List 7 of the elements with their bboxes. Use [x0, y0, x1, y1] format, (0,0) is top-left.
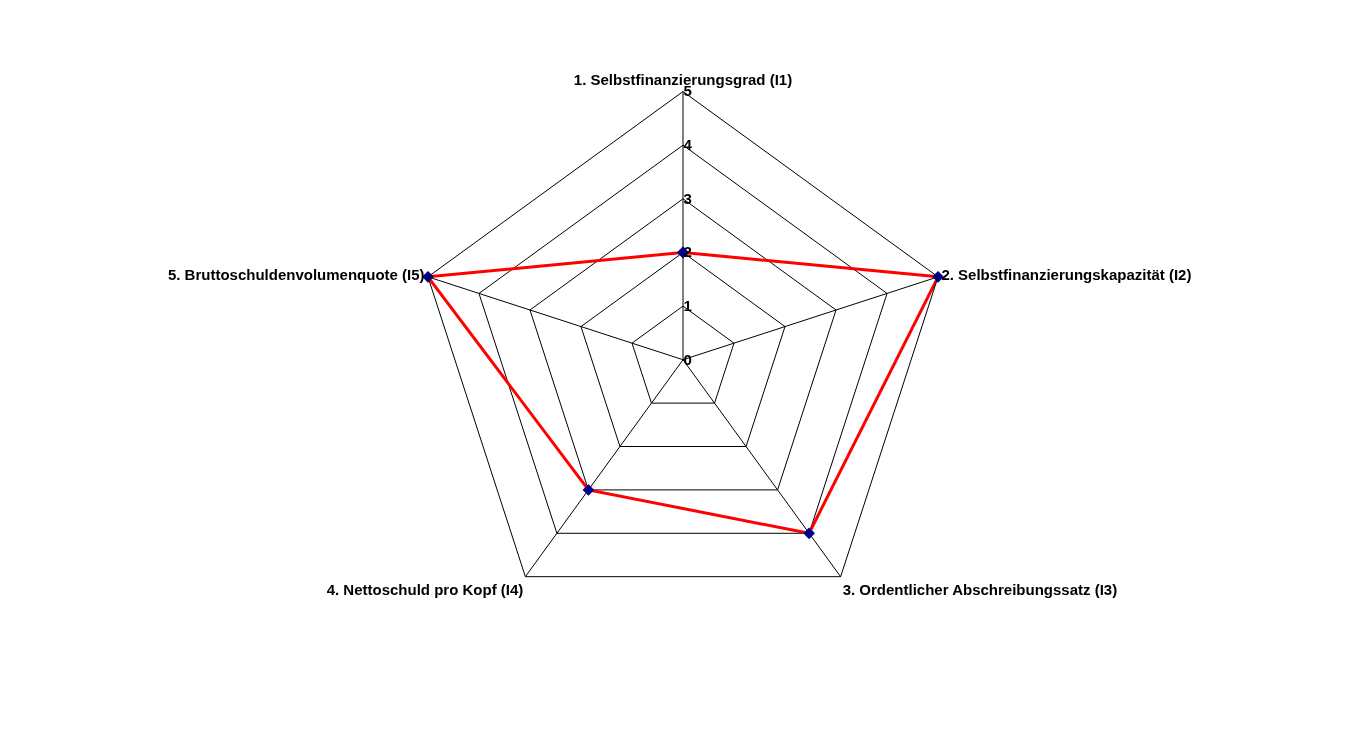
spoke-label: 4. Nettoschuld pro Kopf (I4): [326, 580, 524, 598]
spoke-label: 2. Selbstfinanzierungskapazität (I2): [941, 265, 1192, 283]
spoke-label: 5. Bruttoschuldenvolumenquote (I5): [167, 265, 425, 283]
y-tick-label: 2: [683, 243, 692, 261]
y-tick-label: 1: [683, 296, 692, 314]
spoke-label: 3. Ordentlicher Abschreibungssatz (I3): [842, 580, 1118, 598]
y-tick-label: 4: [683, 136, 693, 154]
